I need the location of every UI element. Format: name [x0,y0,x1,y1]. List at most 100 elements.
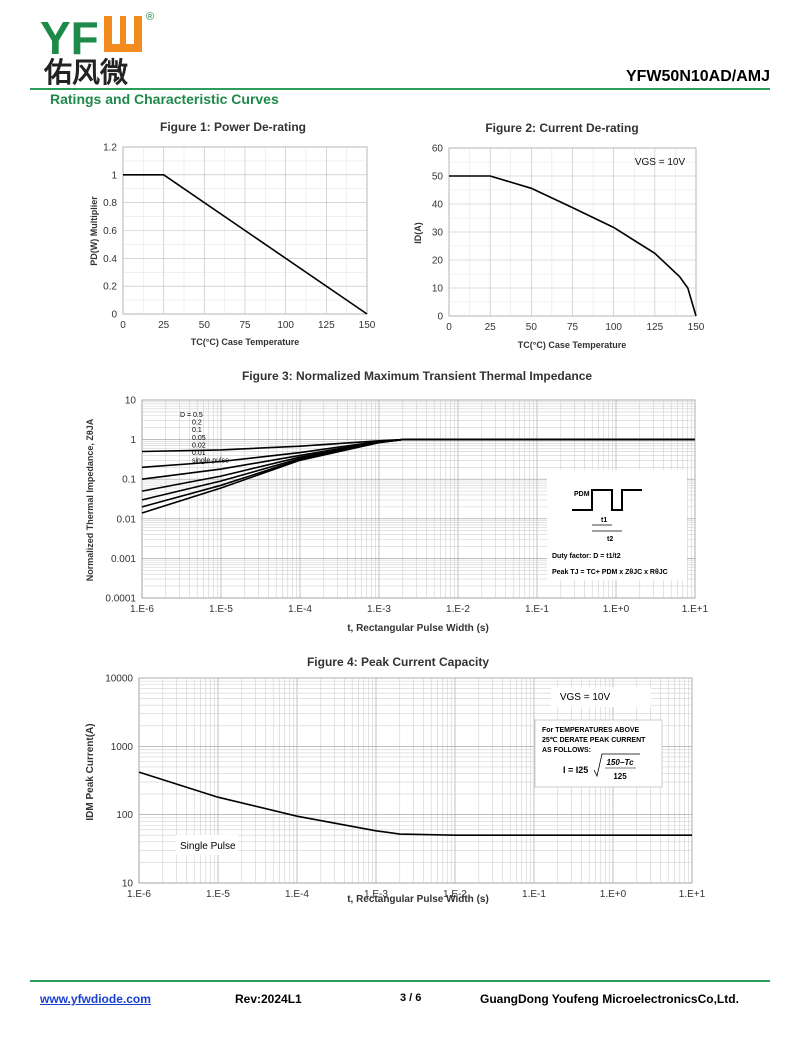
y-tick-label: 10 [125,396,137,407]
legend-entry: single pulse [192,458,229,465]
note-line-2: 25℃ DERATE PEAK CURRENT [542,736,646,744]
revision: Rev:2024L1 [235,992,302,1006]
pdm-label: PDM [574,491,590,498]
peak-tj-text: Peak TJ = TC+ PDM x ZθJC x RθJC [552,569,668,576]
y-tick-label: 20 [432,256,444,267]
x-tick-label: 100 [277,320,294,331]
x-axis-label: t, Rectangular Pulse Width (s) [347,623,489,634]
x-tick-label: 0 [120,320,126,331]
yfw-logo: YF ® 佑风微 [40,11,154,86]
series-line-6 [141,438,695,514]
x-tick-label: 50 [526,322,538,333]
duty-factor-text: Duty factor: D = t1/t2 [552,553,621,560]
x-tick-label: 1.E-1 [525,604,549,615]
y-tick-label: 0.8 [103,198,117,209]
y-tick-label: 10 [122,879,134,890]
y-tick-label: 1 [111,170,117,181]
formula-denominator: 125 [613,772,627,781]
y-tick-label: 30 [432,228,444,239]
y-tick-label: 40 [432,200,444,211]
legend-entry: 0.01 [192,450,206,457]
x-tick-label: 0 [446,322,452,333]
y-tick-label: 0 [111,310,117,321]
footer-divider [30,980,770,982]
chart-title: Figure 1: Power De-rating [160,120,306,134]
x-tick-label: 1.E-1 [522,889,546,900]
x-tick-label: 1.E-5 [209,604,233,615]
legend-entry: 0.02 [192,442,206,449]
x-tick-label: 50 [199,320,211,331]
figure-4-peak-current: Figure 4: Peak Current Capacity 1.E-6 1.E… [85,655,706,905]
x-tick-label: 1.E+1 [679,889,706,900]
duty-factor-inset: PDM t1 t2 Duty factor: D = t1/t2 Peak TJ… [547,470,687,580]
vgs-box [551,687,651,707]
y-tick-label: 0.1 [122,475,136,486]
x-tick-label: 150 [688,322,705,333]
y-tick-label: 0.01 [117,514,137,525]
x-tick-label: 1.E-5 [206,889,230,900]
section-title: Ratings and Characteristic Curves [50,91,279,107]
x-tick-label: 150 [359,320,376,331]
y-tick-label: 0.001 [111,554,136,565]
t1-label: t1 [601,517,607,524]
y-tick-label: 0.6 [103,226,117,237]
y-axis-label: PD(W) Multiplier [89,196,99,266]
x-tick-label: 75 [567,322,579,333]
x-tick-label: 1.E-6 [127,889,151,900]
y-tick-label: 1000 [111,742,134,753]
note-line-3: AS FOLLOWS: [542,747,591,754]
y-axis-label: IDM Peak Current(A) [85,723,96,820]
figure-2-current-derating: Figure 2: Current De-rating 0 25 50 75 100 12… [413,121,705,350]
single-pulse-label: Single Pulse [180,841,236,852]
x-axis-label: TC(°C) Case Temperature [191,337,299,347]
y-tick-label: 50 [432,172,444,183]
logo-chinese-text: 佑风微 [43,57,128,86]
y-tick-label: 1.2 [103,143,117,154]
y-tick-label: 0.4 [103,254,117,265]
chart-title: Figure 2: Current De-rating [485,121,638,135]
derate-note-box: For TEMPERATURES ABOVE 25℃ DERATE PEAK C… [534,719,663,788]
x-tick-label: 125 [318,320,335,331]
x-tick-label: 25 [485,322,497,333]
x-tick-label: 1.E-3 [367,604,391,615]
legend-entry: 0.2 [192,420,202,427]
y-tick-label: 100 [116,810,133,821]
x-tick-label: 125 [646,322,663,333]
x-tick-label: 1.E+0 [603,604,630,615]
y-tick-label: 60 [432,144,444,155]
series-line-0 [449,175,697,317]
website-link[interactable]: www.yfwdiode.com [40,992,151,1006]
y-tick-label: 1 [130,435,136,446]
series-line-0 [138,771,692,836]
company-name: GuangDong Youfeng MicroelectronicsCo,Ltd… [480,992,739,1006]
y-tick-label: 0.2 [103,282,117,293]
y-tick-label: 0 [437,312,443,323]
vgs-annotation: VGS = 10V [560,692,611,703]
x-tick-label: 1.E-4 [285,889,309,900]
y-axis-label: ID(A) [413,222,423,244]
x-axis-label: t, Rectangular Pulse Width (s) [347,894,489,905]
x-tick-label: 1.E-6 [130,604,154,615]
note-line-1: For TEMPERATURES ABOVE [542,727,640,734]
y-tick-label: 10000 [105,674,133,685]
x-tick-label: 1.E+1 [682,604,709,615]
formula-left: I = I25 [563,765,588,775]
legend-entry: 0.05 [192,435,206,442]
header-divider [30,88,770,90]
x-tick-label: 1.E-4 [288,604,312,615]
legend-entry: 0.1 [192,427,202,434]
chart-title: Figure 4: Peak Current Capacity [307,655,489,669]
x-tick-label: 1.E-2 [443,889,467,900]
page-number: 3 / 6 [400,992,422,1004]
svg-text:YF: YF [40,12,99,64]
x-tick-label: 1.E-2 [446,604,470,615]
x-tick-label: 1.E+0 [600,889,627,900]
figure-3-thermal-impedance: Figure 3: Normalized Maximum Transient T… [85,369,709,634]
part-number: YFW50N10AD/AMJ [625,68,770,85]
x-tick-label: 1.E-3 [364,889,388,900]
x-tick-label: 75 [239,320,251,331]
registered-mark: ® [146,11,154,23]
y-axis-label: Normalized Thermal Impedance, ZθJA [85,418,95,581]
series-line-0 [123,174,368,315]
